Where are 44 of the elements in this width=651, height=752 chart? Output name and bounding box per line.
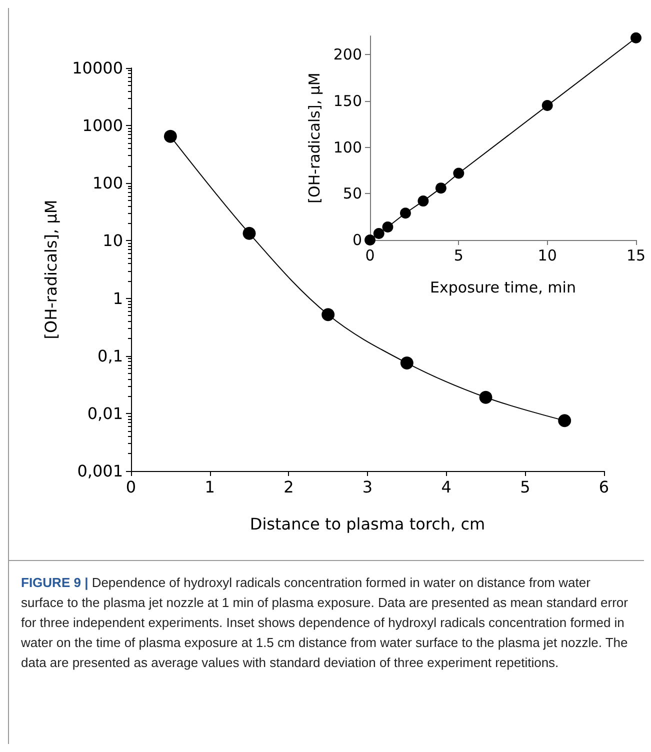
- x-tick-label: 0: [365, 246, 375, 264]
- x-tick-label: 2: [284, 478, 294, 496]
- y-axis-title: [OH-radicals], μM: [306, 72, 324, 204]
- point: [542, 100, 553, 112]
- y-tick-label: 150: [333, 92, 362, 110]
- point: [382, 222, 394, 233]
- point: [164, 130, 177, 143]
- point: [400, 208, 411, 219]
- y-tick-label: 100: [92, 174, 123, 193]
- caption: FIGURE 9 | Dependence of hydroxyl radicals concentration formed in water on distance from water surface to the plasma jet nozzle at 1 min of plasma exposure. Data are presented as mean standard error for three independent experiments. Inset shows dependence of hydroxyl radicals concentration formed in water on the time of plasma exposure at 1.5 cm distance from water surface to the plasma jet nozzle. The data are presented as average values with standard deviation of three experiment repetitions.: [21, 575, 628, 670]
- point: [630, 32, 642, 44]
- point: [418, 196, 429, 207]
- y-axis-title: [OH-radicals], μM: [42, 200, 60, 340]
- x-axis-title: Exposure time, min: [430, 278, 576, 296]
- y-tick-label: 0,1: [98, 346, 123, 366]
- y-tick-label: 1: [112, 288, 123, 308]
- y-tick-label: 0: [352, 231, 362, 249]
- x-tick-label: 4: [441, 478, 452, 496]
- y-tick-label: 0,001: [77, 462, 123, 480]
- point: [479, 390, 492, 404]
- y-tick-label: 1000: [82, 116, 123, 136]
- point: [558, 414, 572, 428]
- y-tick-label: 50: [342, 184, 362, 203]
- y-tick-label: 10000: [72, 58, 123, 78]
- x-tick-label: 15: [626, 246, 646, 264]
- x-tick-label: 6: [598, 478, 610, 496]
- point: [453, 168, 464, 179]
- x-tick-label: 0: [126, 478, 136, 496]
- y-tick-label: 200: [333, 46, 362, 64]
- point: [373, 228, 384, 240]
- y-tick-label: 10: [102, 231, 123, 250]
- point: [400, 356, 414, 370]
- y-tick-label: 0,01: [87, 404, 123, 423]
- point: [242, 226, 256, 240]
- x-axis-title: Distance to plasma torch, cm: [250, 514, 486, 534]
- x-tick-label: 5: [520, 478, 530, 496]
- point: [435, 182, 446, 194]
- x-tick-label: 3: [362, 478, 373, 496]
- x-tick-label: 1: [204, 478, 215, 496]
- point: [322, 308, 335, 322]
- point: [364, 234, 376, 246]
- x-tick-label: 5: [454, 246, 464, 264]
- y-tick-label: 100: [333, 138, 362, 156]
- x-tick-label: 10: [538, 246, 557, 264]
